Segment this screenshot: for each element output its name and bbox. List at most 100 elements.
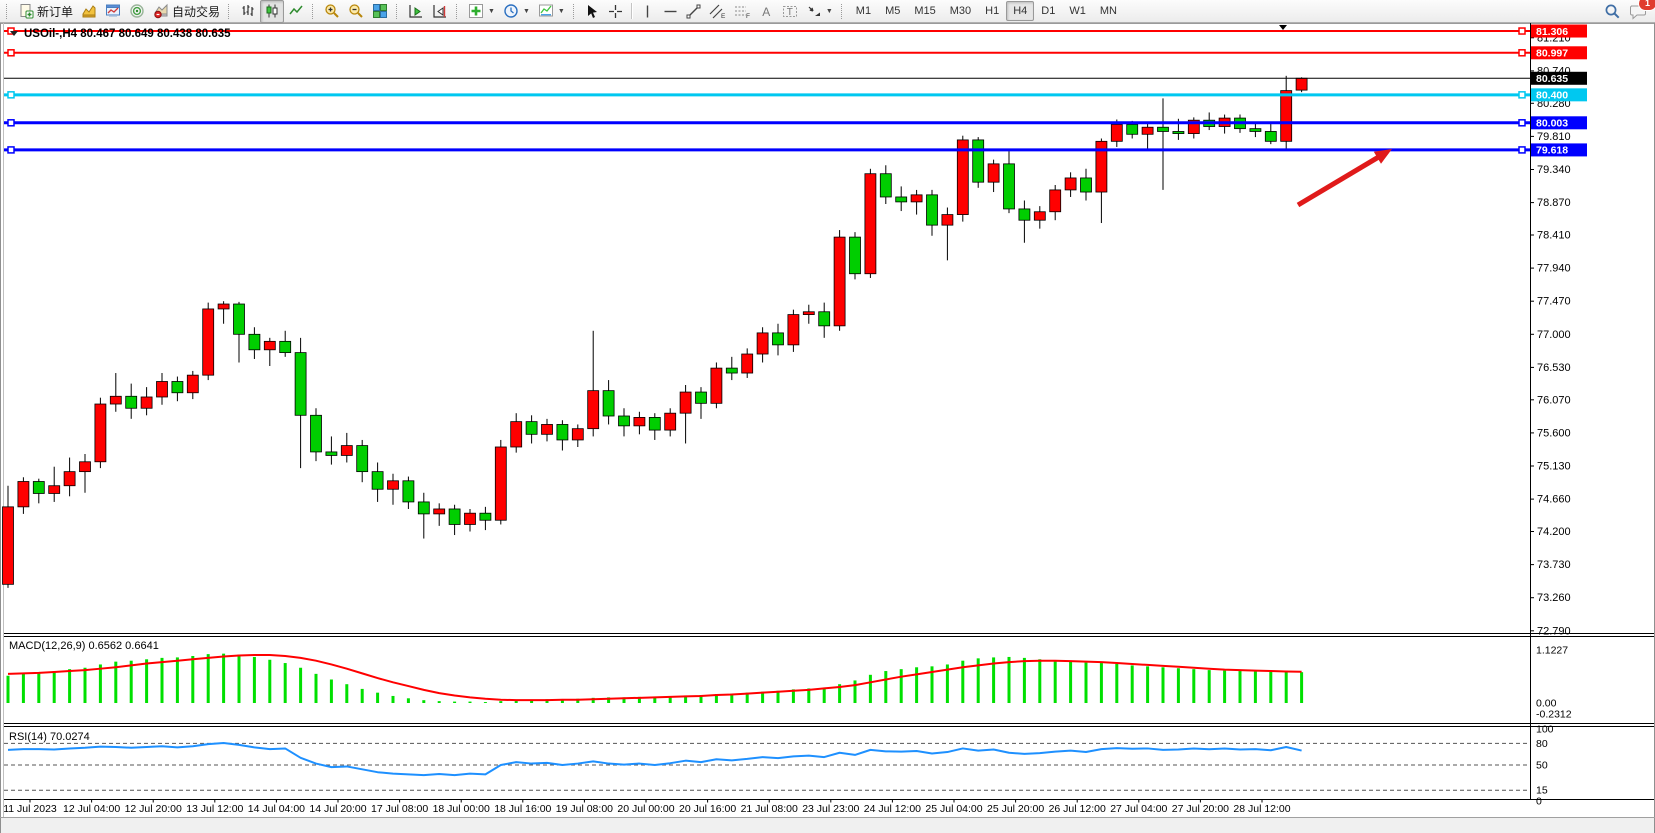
macd-histogram-bar — [237, 654, 241, 703]
dropdown-caret-icon: ▼ — [825, 7, 833, 15]
horizontal-lines — [4, 27, 1530, 154]
candle-bearish — [926, 194, 938, 226]
charts-window-button[interactable] — [77, 0, 101, 23]
clock-icon — [504, 4, 518, 18]
line-chart-icon — [289, 5, 303, 15]
time-tick-label: 14 Jul 20:00 — [309, 803, 366, 815]
macd-histogram-bar — [1069, 661, 1073, 703]
time-axis[interactable]: 11 Jul 2023 12 Jul 04:00 12 Jul 20:00 13 Ju… — [3, 799, 1291, 816]
templates-button[interactable]: ▼ — [534, 0, 569, 23]
time-tick-label: 25 Jul 20:00 — [987, 803, 1044, 815]
macd-histogram-bar — [52, 671, 56, 703]
tab-timeframe-M1[interactable]: M1 — [855, 5, 872, 17]
crosshair-tool-button[interactable] — [604, 0, 627, 23]
line-handle[interactable] — [7, 49, 15, 57]
navigator-button[interactable] — [125, 0, 149, 23]
cursor-tool-button[interactable] — [581, 0, 604, 23]
chart-canvas[interactable]: 81.21080.74080.28079.81079.34078.87078.4… — [0, 23, 1655, 833]
price-tick-label: 77.470 — [1537, 296, 1571, 308]
price-tick-label: 74.200 — [1537, 526, 1571, 538]
toolbar-grip — [840, 3, 845, 19]
candle-bullish — [802, 311, 815, 315]
macd-histogram-bar — [499, 701, 503, 703]
macd-histogram-bar — [160, 657, 164, 703]
tile-windows-button[interactable] — [368, 0, 392, 23]
tab-timeframe-W1[interactable]: W1 — [1069, 5, 1086, 17]
trend-arrow-shaft[interactable] — [1296, 154, 1382, 208]
text-label-tool-button[interactable]: T — [778, 0, 802, 23]
macd-histogram-bar — [761, 691, 765, 703]
autotrading-button[interactable]: 自动交易 — [149, 0, 224, 23]
line-handle[interactable] — [1518, 49, 1526, 57]
macd-histogram-bar — [360, 688, 364, 703]
line-handle[interactable] — [1518, 91, 1526, 99]
candle-bullish — [1033, 211, 1046, 221]
toolbar-grip — [396, 3, 400, 19]
horizontal-line-tool-button[interactable] — [659, 0, 682, 23]
line-handle[interactable] — [1518, 146, 1526, 154]
line-handle[interactable] — [1518, 27, 1526, 35]
candle-bullish — [679, 391, 692, 414]
candle-bullish — [63, 471, 76, 487]
bar-chart-mode-button[interactable] — [236, 0, 260, 23]
arrows-tool-button[interactable]: ▼ — [802, 0, 837, 23]
candle-bullish — [633, 417, 646, 427]
trendline-tool-button[interactable] — [682, 0, 705, 23]
tab-timeframe-H1[interactable]: H1 — [985, 5, 1000, 17]
macd-histogram-bar — [1053, 660, 1057, 703]
chart-window: 81.210 80.740 80.280 79.810 79.340 78.870 78.4… — [0, 23, 1655, 833]
candlestick-mode-button[interactable] — [260, 0, 285, 23]
macd-histogram-bar — [868, 674, 872, 703]
search-button[interactable] — [1600, 0, 1625, 23]
macd-axis-label: 1.1227 — [1536, 645, 1568, 657]
zoom-in-button[interactable] — [320, 0, 344, 23]
candle-bullish — [340, 445, 353, 456]
macd-histogram-bar — [1099, 663, 1103, 703]
market-watch-button[interactable] — [101, 0, 125, 23]
toolbar-grip — [456, 3, 460, 19]
line-handle[interactable] — [1518, 119, 1526, 127]
new-order-button[interactable]: 新订单 — [14, 0, 77, 23]
tab-timeframe-D1[interactable]: D1 — [1041, 5, 1056, 17]
annotation-arrow[interactable] — [1296, 149, 1392, 208]
level-price-label: 80.400 — [1536, 90, 1568, 102]
auto-scroll-button[interactable] — [404, 0, 428, 23]
trend-arrow-head[interactable] — [1373, 149, 1392, 164]
text-tool-button[interactable]: A — [755, 0, 778, 23]
chart-frame — [0, 23, 1655, 833]
line-handle[interactable] — [7, 146, 15, 154]
candle-bearish — [32, 481, 45, 494]
chart-shift-button[interactable] — [428, 0, 452, 23]
time-tick-label: 26 Jul 12:00 — [1049, 803, 1106, 815]
macd-histogram-bar — [976, 658, 980, 703]
line-handle[interactable] — [7, 119, 15, 127]
candlesticks — [2, 75, 1308, 588]
indicators-button[interactable]: ▼ — [464, 0, 499, 23]
periods-button[interactable]: ▼ — [499, 0, 534, 23]
macd-histogram-bar — [699, 695, 703, 703]
tab-timeframe-M5[interactable]: M5 — [885, 5, 901, 17]
channel-tool-button[interactable]: E — [705, 0, 730, 23]
macd-histogram-bar — [915, 667, 919, 703]
candle-bullish — [433, 508, 446, 515]
line-handle[interactable] — [7, 91, 15, 99]
macd-histogram-bar — [730, 693, 734, 703]
line-chart-mode-button[interactable] — [284, 0, 308, 23]
candle-bearish — [772, 332, 784, 346]
price-axis[interactable]: 81.21080.74080.28079.81079.34078.87078.4… — [1530, 24, 1587, 638]
candle-bullish — [464, 512, 476, 525]
macd-histogram-bar — [1146, 666, 1150, 703]
zoom-out-button[interactable] — [344, 0, 368, 23]
symbol-dropdown-icon[interactable] — [10, 31, 18, 36]
chart-shift-marker[interactable] — [1279, 25, 1287, 30]
tab-timeframe-H4[interactable]: H4 — [1006, 1, 1035, 21]
chat-button[interactable]: 1 — [1625, 0, 1655, 23]
tab-timeframe-M15[interactable]: M15 — [914, 5, 936, 17]
vertical-line-tool-button[interactable] — [636, 0, 659, 23]
tab-timeframe-M30[interactable]: M30 — [949, 5, 972, 17]
symbol-ohlc-title: USOil-,H4 80.467 80.649 80.438 80.635 — [24, 28, 231, 40]
macd-axis-label: -0.2312 — [1536, 708, 1572, 720]
macd-histogram-bar — [283, 663, 287, 703]
tab-timeframe-MN[interactable]: MN — [1099, 5, 1117, 17]
fibonacci-tool-button[interactable]: F — [730, 0, 755, 23]
